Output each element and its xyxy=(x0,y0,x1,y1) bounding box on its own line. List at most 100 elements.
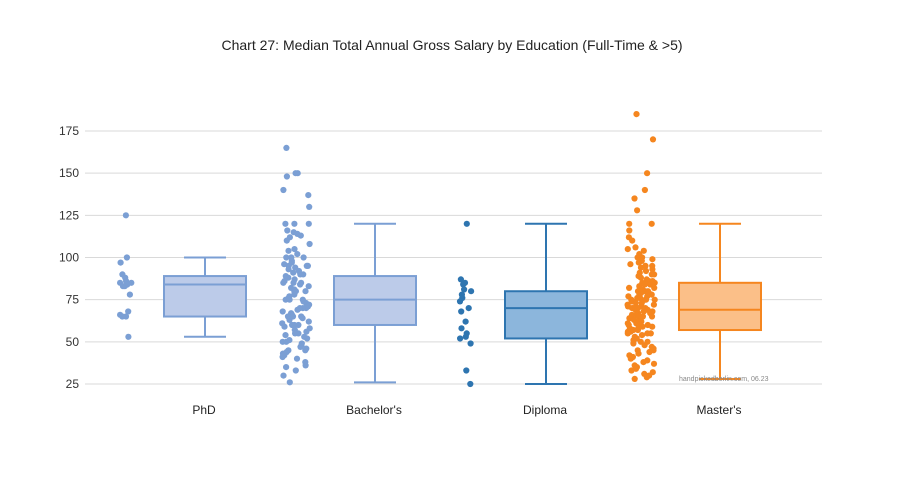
data-point xyxy=(642,267,650,275)
data-point xyxy=(292,330,299,337)
data-point xyxy=(457,335,464,342)
data-point xyxy=(290,269,297,276)
data-point xyxy=(649,323,656,330)
data-point xyxy=(281,323,288,330)
data-point xyxy=(299,315,306,322)
data-point xyxy=(304,335,311,342)
data-point xyxy=(297,232,304,239)
data-point xyxy=(467,380,474,388)
data-point xyxy=(125,308,132,315)
data-point xyxy=(302,362,309,369)
data-point xyxy=(119,313,126,320)
data-point xyxy=(626,227,633,234)
chart-title: Chart 27: Median Total Annual Gross Sala… xyxy=(221,37,682,53)
data-point xyxy=(637,264,645,271)
data-point xyxy=(650,360,658,367)
data-point xyxy=(631,375,638,382)
data-point xyxy=(291,220,298,227)
data-point xyxy=(305,283,312,290)
data-point xyxy=(292,170,299,177)
data-point xyxy=(463,220,470,227)
y-tick-label: 125 xyxy=(59,208,79,222)
data-point xyxy=(286,296,293,303)
data-point xyxy=(297,343,304,350)
data-point xyxy=(285,247,292,254)
data-point xyxy=(303,328,310,335)
y-tick-label: 75 xyxy=(66,293,80,307)
data-point xyxy=(626,284,633,291)
data-point xyxy=(306,240,313,248)
x-axis-labels: PhD Bachelor's Diploma Master's xyxy=(192,403,741,417)
data-point xyxy=(280,372,287,379)
x-category-label: Master's xyxy=(697,403,742,417)
data-point xyxy=(283,237,290,244)
data-point xyxy=(462,318,469,325)
data-point xyxy=(631,195,638,202)
data-point xyxy=(286,379,293,386)
category-group xyxy=(117,212,247,340)
data-point xyxy=(460,281,467,288)
data-point xyxy=(284,227,291,234)
data-point xyxy=(291,291,298,298)
data-point xyxy=(462,333,469,340)
x-category-label: Diploma xyxy=(523,403,567,417)
data-point xyxy=(291,321,298,329)
data-point xyxy=(641,281,648,288)
data-point xyxy=(648,313,656,320)
data-point xyxy=(649,266,656,273)
data-point xyxy=(283,173,290,180)
x-category-label: Bachelor's xyxy=(346,403,402,417)
y-axis-ticks: 25 50 75 100 125 150 175 xyxy=(59,124,79,391)
data-point xyxy=(456,298,464,305)
y-tick-label: 50 xyxy=(66,335,80,349)
data-point xyxy=(279,353,286,361)
data-point xyxy=(643,374,650,381)
data-point xyxy=(637,294,644,302)
data-point xyxy=(291,246,298,253)
data-point xyxy=(638,332,646,339)
data-point xyxy=(122,212,129,219)
y-tick-label: 100 xyxy=(59,251,79,265)
watermark-text: handpickedberlin.com, 06.23 xyxy=(679,376,769,383)
data-point xyxy=(306,203,313,210)
data-point xyxy=(627,355,634,362)
data-point xyxy=(282,220,289,227)
data-point xyxy=(457,276,464,283)
data-point xyxy=(297,281,304,288)
data-point xyxy=(646,348,653,356)
data-point xyxy=(290,279,297,286)
data-point xyxy=(286,316,293,323)
data-point xyxy=(632,244,639,251)
data-point xyxy=(468,288,475,295)
category-group xyxy=(279,144,417,386)
category-group xyxy=(624,111,762,382)
data-point xyxy=(279,308,286,315)
data-point xyxy=(302,288,309,295)
box-iqr xyxy=(163,275,247,318)
data-point xyxy=(458,325,465,332)
data-point xyxy=(465,305,472,312)
data-point xyxy=(283,338,290,345)
data-point xyxy=(649,136,657,143)
x-category-label: PhD xyxy=(192,403,216,417)
data-point xyxy=(125,333,132,340)
data-point xyxy=(648,271,655,278)
data-point xyxy=(649,256,656,263)
data-point xyxy=(627,261,634,268)
data-point xyxy=(635,259,642,266)
data-point xyxy=(650,301,658,308)
data-point xyxy=(635,350,642,357)
data-point xyxy=(305,192,312,199)
data-point xyxy=(640,359,647,366)
data-point xyxy=(294,251,301,258)
box-series xyxy=(117,111,762,388)
data-point xyxy=(641,342,648,349)
y-tick-label: 25 xyxy=(66,377,80,391)
data-point xyxy=(644,170,651,177)
data-point xyxy=(458,308,465,315)
data-point xyxy=(119,283,127,290)
data-point xyxy=(117,259,124,266)
data-point xyxy=(282,332,289,339)
data-point xyxy=(461,286,468,293)
